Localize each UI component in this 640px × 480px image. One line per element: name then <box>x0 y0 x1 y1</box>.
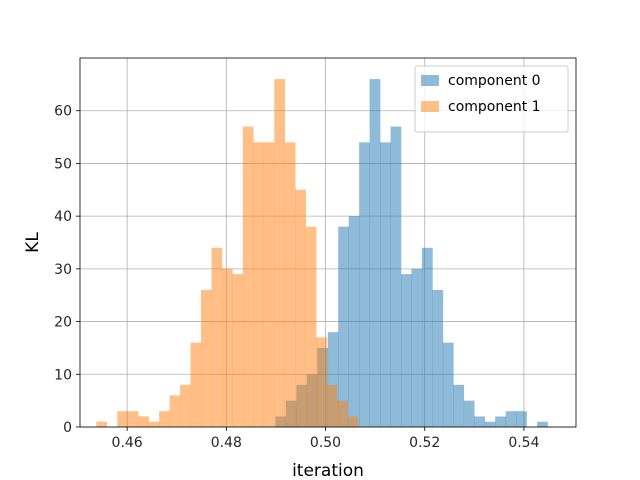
y-tick-label: 0 <box>63 420 72 436</box>
x-tick-label: 0.52 <box>409 435 440 451</box>
histogram-bar <box>463 400 475 427</box>
histogram-bar <box>232 274 244 427</box>
x-tick-label: 0.54 <box>508 435 539 451</box>
histogram-bar <box>305 226 317 427</box>
y-tick-label: 60 <box>54 104 72 120</box>
histogram-bar <box>495 416 506 427</box>
histogram-bar <box>221 268 233 427</box>
grid-lines <box>80 58 576 428</box>
histogram-bar <box>169 395 181 427</box>
histogram-bars <box>96 79 548 428</box>
histogram-bar <box>211 247 223 427</box>
histogram-bar <box>327 332 339 427</box>
histogram-bar <box>390 126 402 428</box>
y-axis-label: KL <box>23 232 43 253</box>
histogram-bar <box>537 421 548 427</box>
legend-label: component 0 <box>448 73 541 89</box>
histogram-bar <box>401 274 412 427</box>
histogram-bar <box>148 421 160 427</box>
x-axis: 0.46 0.48 0.50 0.52 0.54 <box>112 427 540 451</box>
legend-swatch <box>421 75 439 86</box>
legend-swatch <box>421 101 439 112</box>
histogram-bar <box>442 342 454 427</box>
y-axis: 0 10 20 30 40 50 60 <box>54 104 80 436</box>
histogram-bar <box>295 189 306 427</box>
histogram-bar <box>138 416 149 427</box>
histogram-bar <box>190 342 202 427</box>
x-tick-label: 0.48 <box>211 435 242 451</box>
x-tick-label: 0.50 <box>310 435 341 451</box>
y-tick-label: 10 <box>54 367 72 383</box>
histogram-bar <box>359 142 370 428</box>
y-tick-label: 50 <box>54 156 72 172</box>
histogram-bar <box>338 226 349 427</box>
x-axis-label: iteration <box>292 461 364 480</box>
plot-frame <box>79 57 577 428</box>
histogram-bar <box>337 400 348 427</box>
histogram-bar <box>96 421 108 427</box>
histogram-bar <box>201 289 212 427</box>
histogram-bar <box>263 142 275 428</box>
histogram-bar <box>369 79 381 427</box>
legend: component 0 component 1 <box>414 65 569 133</box>
y-tick-label: 30 <box>54 262 72 278</box>
histogram-bar <box>159 411 170 427</box>
histogram-bar <box>411 268 423 427</box>
histogram-bar <box>453 384 465 427</box>
x-tick-label: 0.46 <box>112 435 143 451</box>
legend-box <box>414 65 569 133</box>
histogram-bar <box>484 421 496 427</box>
y-tick-label: 20 <box>54 315 72 331</box>
histogram-bar <box>117 411 129 427</box>
histogram-bar <box>284 142 296 428</box>
histogram-bar <box>505 411 517 427</box>
histogram-bar <box>432 289 444 427</box>
histogram-bar <box>180 384 191 427</box>
histogram-bar <box>242 126 254 428</box>
histogram-bar <box>516 411 527 427</box>
histogram-bar <box>274 79 286 427</box>
histogram-bar <box>316 337 327 427</box>
histogram-bar <box>348 216 360 427</box>
histogram-bar <box>347 416 359 427</box>
histogram-bar <box>127 411 139 427</box>
legend-label: component 1 <box>448 99 541 115</box>
histogram-bar <box>474 416 486 427</box>
y-tick-label: 40 <box>54 209 72 225</box>
histogram-bar <box>253 142 265 428</box>
histogram-bar <box>421 247 433 427</box>
histogram-bar <box>326 384 338 427</box>
series-1-bars <box>96 79 359 428</box>
histogram-bar <box>380 142 391 428</box>
